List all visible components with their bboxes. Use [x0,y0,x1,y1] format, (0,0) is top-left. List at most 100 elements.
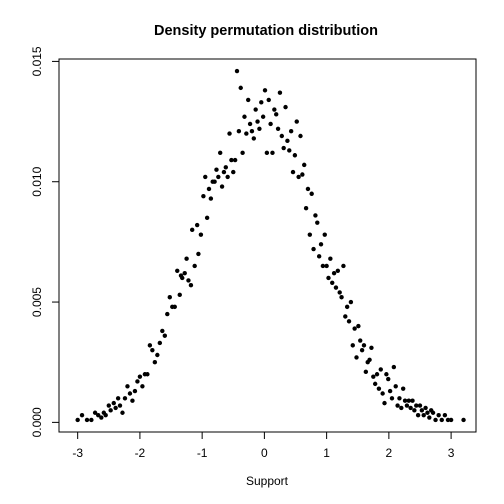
data-point [180,275,185,281]
data-point [120,410,125,415]
data-point [302,162,307,168]
data-point [341,263,346,269]
data-point [367,357,372,363]
data-point [296,174,301,180]
data-point [262,88,268,93]
data-point [115,396,121,401]
data-point [203,174,208,180]
data-point [294,119,299,124]
data-point [399,405,404,411]
data-point [196,251,201,257]
data-point [374,372,380,377]
data-point [217,150,223,156]
data-point [324,263,329,269]
data-point [389,396,395,401]
data-point [227,131,232,136]
data-point [96,412,101,418]
data-point [287,148,292,153]
data-point [433,417,438,423]
data-points [75,68,466,423]
data-point [391,364,397,370]
data-point [445,417,451,423]
data-point [160,328,165,334]
data-point [186,278,191,283]
data-point [249,128,255,134]
data-point [184,256,189,261]
data-point [92,410,98,415]
data-point [356,323,361,329]
data-point [150,347,155,353]
data-point [378,367,383,372]
data-point [89,417,94,423]
data-point [309,191,314,196]
data-point [198,232,204,237]
data-point [410,398,415,403]
data-point [216,174,221,180]
data-point [145,372,150,377]
data-point [335,268,341,273]
data-point [442,412,448,418]
data-point [328,256,333,261]
chart-title: Density permutation distribution [154,23,378,39]
data-point [130,398,135,403]
x-tick-label: -3 [72,446,83,460]
data-point [165,311,170,317]
data-point [386,376,391,382]
data-point [427,415,432,420]
data-point [221,169,227,175]
data-point [270,150,275,156]
data-point [361,343,367,348]
data-point [155,352,160,358]
data-point [339,295,344,300]
data-point [316,254,322,259]
data-point [231,169,236,175]
data-point [359,347,365,353]
data-point [99,415,104,420]
data-point [152,360,158,365]
data-point [415,412,421,418]
data-point [430,410,436,415]
data-point [352,326,357,331]
data-point [238,85,243,91]
data-point [402,398,408,403]
data-point [315,220,320,225]
data-point [337,290,342,295]
data-point [279,133,285,139]
data-point [140,384,145,389]
data-point [408,405,413,411]
y-tick-label: 0.005 [30,287,44,317]
x-tick-label: 0 [261,446,268,460]
data-point [404,403,410,408]
data-point [298,133,303,139]
data-point [125,384,130,389]
data-point [354,355,359,360]
data-point [281,145,286,151]
y-axis: 0.000 0.005 0.010 0.015 [30,46,60,437]
data-point [157,340,163,346]
y-tick-label: 0.010 [30,166,44,196]
data-point [369,345,374,350]
y-tick-label: 0.000 [30,407,44,437]
x-tick-label: -1 [197,446,208,460]
data-point [182,270,187,276]
data-point [436,412,441,418]
data-point [406,398,411,403]
data-point [419,408,425,413]
data-point [400,386,406,391]
data-point [283,104,288,110]
data-point [277,90,283,95]
data-point [201,193,206,199]
data-point [423,405,428,411]
data-point [229,157,234,163]
data-point [79,412,85,418]
data-point [268,121,273,127]
data-point [188,283,194,288]
data-point [346,319,352,324]
data-point [242,114,247,119]
data-point [384,372,389,377]
data-point [380,391,385,396]
plot-frame [58,58,477,433]
data-point [393,384,398,389]
data-point [204,215,210,221]
data-point [425,410,430,415]
